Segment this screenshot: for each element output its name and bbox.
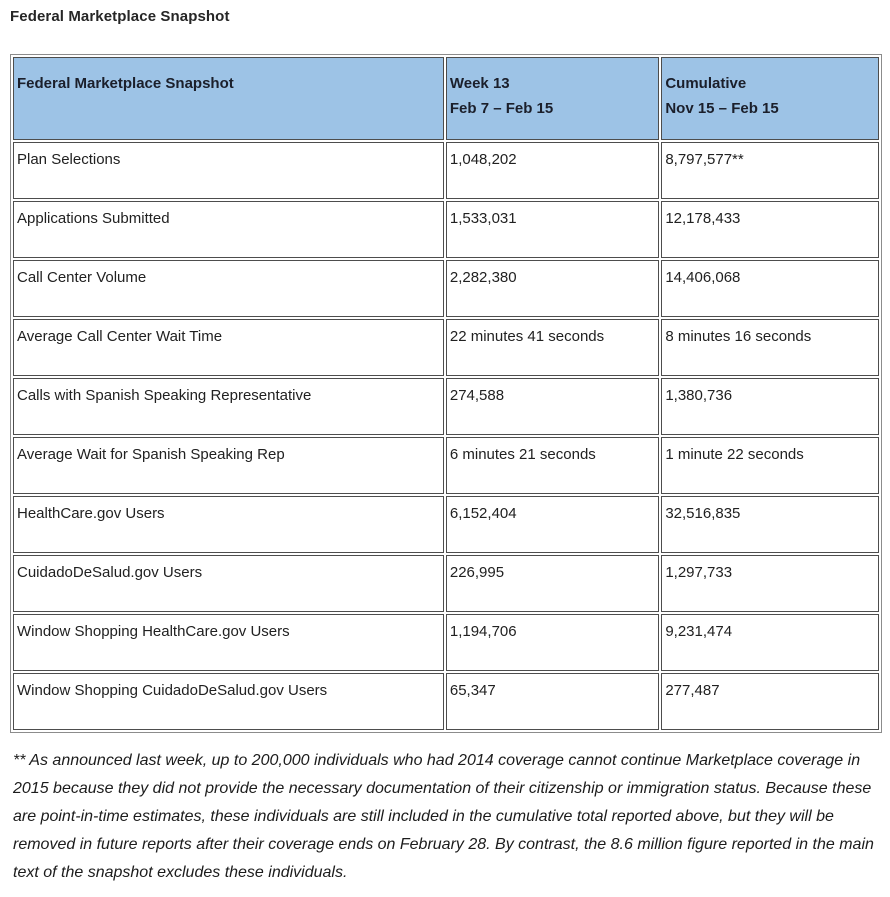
cumulative-value-cell: 14,406,068	[661, 260, 879, 317]
cumulative-value-cell: 12,178,433	[661, 201, 879, 258]
table-row: HealthCare.gov Users 6,152,404 32,516,83…	[13, 496, 879, 553]
header-week-line2: Feb 7 – Feb 15	[449, 100, 554, 117]
table-row: Applications Submitted 1,533,031 12,178,…	[13, 201, 879, 258]
table-row: Plan Selections 1,048,202 8,797,577**	[13, 142, 879, 199]
metric-cell: Average Wait for Spanish Speaking Rep	[13, 437, 444, 494]
cumulative-value-cell: 8 minutes 16 seconds	[661, 319, 879, 376]
week-value-cell: 1,048,202	[445, 142, 660, 199]
header-week-line1: Week 13	[449, 75, 510, 92]
cumulative-value-cell: 1,297,733	[661, 555, 879, 612]
week-value-cell: 6,152,404	[445, 496, 660, 553]
week-value-cell: 2,282,380	[445, 260, 660, 317]
cumulative-value-cell: 32,516,835	[661, 496, 879, 553]
table-row: Calls with Spanish Speaking Representati…	[13, 378, 879, 435]
week-value-cell: 1,194,706	[445, 614, 660, 671]
cumulative-value-cell: 277,487	[661, 673, 879, 730]
week-value-cell: 22 minutes 41 seconds	[445, 319, 660, 376]
cumulative-value-cell: 8,797,577**	[661, 142, 879, 199]
metric-cell: CuidadoDeSalud.gov Users	[13, 555, 444, 612]
page-title: Federal Marketplace Snapshot	[10, 8, 230, 25]
table-header: Federal Marketplace Snapshot Week 13 Feb…	[13, 57, 879, 140]
header-cumulative-line1: Cumulative	[665, 75, 747, 92]
table-body: Plan Selections 1,048,202 8,797,577** Ap…	[13, 142, 879, 730]
week-value-cell: 65,347	[445, 673, 660, 730]
cumulative-value-cell: 1,380,736	[661, 378, 879, 435]
metric-cell: Calls with Spanish Speaking Representati…	[13, 378, 444, 435]
week-value-cell: 226,995	[445, 555, 660, 612]
header-cumulative-line2: Nov 15 – Feb 15	[665, 100, 779, 117]
metric-cell: HealthCare.gov Users	[13, 496, 444, 553]
header-cumulative-cell: Cumulative Nov 15 – Feb 15	[661, 57, 879, 140]
table-row: Average Call Center Wait Time 22 minutes…	[13, 319, 879, 376]
table-row: Call Center Volume 2,282,380 14,406,068	[13, 260, 879, 317]
table-row: Average Wait for Spanish Speaking Rep 6 …	[13, 437, 879, 494]
metric-cell: Applications Submitted	[13, 201, 444, 258]
metric-cell: Window Shopping CuidadoDeSalud.gov Users	[13, 673, 444, 730]
header-week-cell: Week 13 Feb 7 – Feb 15	[445, 57, 660, 140]
table-row: Window Shopping CuidadoDeSalud.gov Users…	[13, 673, 879, 730]
header-metric-label: Federal Marketplace Snapshot	[17, 75, 234, 92]
cumulative-value-cell: 1 minute 22 seconds	[661, 437, 879, 494]
week-value-cell: 6 minutes 21 seconds	[445, 437, 660, 494]
table-row: CuidadoDeSalud.gov Users 226,995 1,297,7…	[13, 555, 879, 612]
marketplace-snapshot-table: Federal Marketplace Snapshot Week 13 Feb…	[10, 54, 882, 733]
cumulative-value-cell: 9,231,474	[661, 614, 879, 671]
footnote-text: ** As announced last week, up to 200,000…	[13, 752, 874, 881]
week-value-cell: 1,533,031	[445, 201, 660, 258]
metric-cell: Plan Selections	[13, 142, 444, 199]
header-row: Federal Marketplace Snapshot Week 13 Feb…	[13, 57, 879, 140]
metric-cell: Call Center Volume	[13, 260, 444, 317]
week-value-cell: 274,588	[445, 378, 660, 435]
header-metric-cell: Federal Marketplace Snapshot	[13, 57, 444, 140]
table-row: Window Shopping HealthCare.gov Users 1,1…	[13, 614, 879, 671]
metric-cell: Average Call Center Wait Time	[13, 319, 444, 376]
metric-cell: Window Shopping HealthCare.gov Users	[13, 614, 444, 671]
